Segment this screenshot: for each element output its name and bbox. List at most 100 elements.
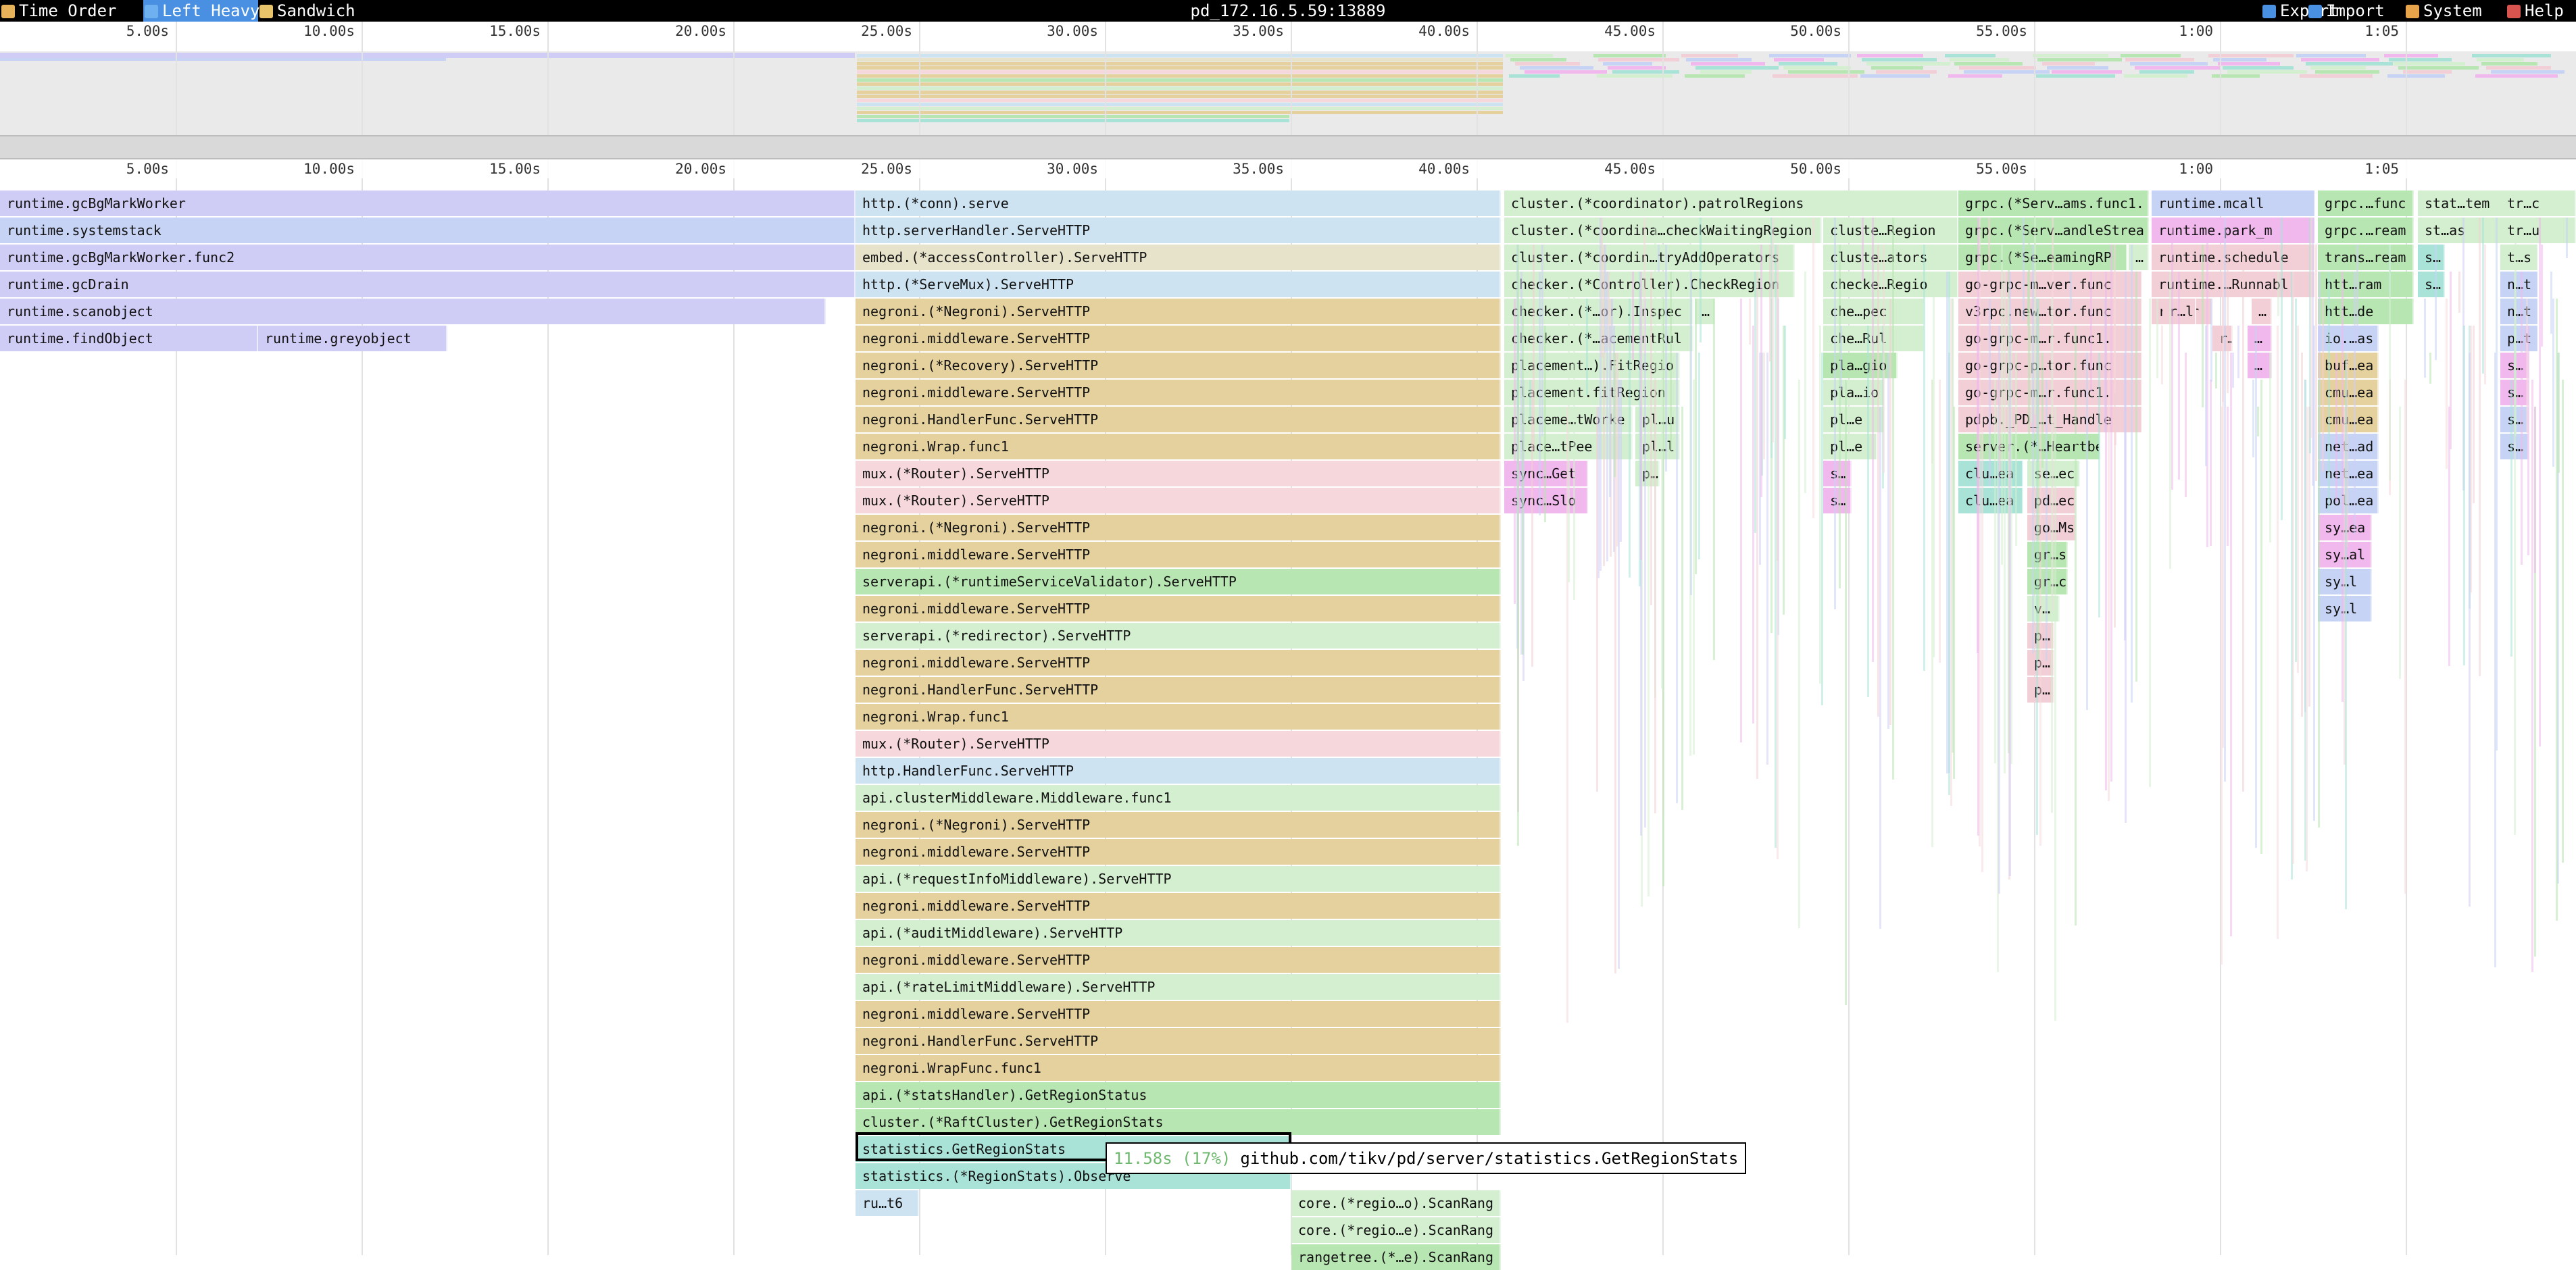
flame-frame-sliver[interactable] xyxy=(2041,353,2044,468)
flame-frame[interactable]: clu…ea xyxy=(1958,488,2023,513)
view-left-heavy-button[interactable]: Left Heavy xyxy=(143,0,260,22)
flame-frame-sliver[interactable] xyxy=(2556,299,2558,921)
flame-frame-sliver[interactable] xyxy=(1618,380,1620,969)
flame-frame[interactable]: negroni.middleware.ServeHTTP xyxy=(856,947,1501,973)
flame-frame-sliver[interactable] xyxy=(2210,380,2212,546)
flame-frame-sliver[interactable] xyxy=(2277,326,2279,939)
flame-frame[interactable]: api.clusterMiddleware.Middleware.func1 xyxy=(856,785,1501,811)
flame-frame-sliver[interactable] xyxy=(2310,218,2312,438)
flame-frame-sliver[interactable] xyxy=(1877,245,1879,717)
flame-frame[interactable]: negroni.middleware.ServeHTTP xyxy=(856,542,1501,567)
flame-frame-sliver[interactable] xyxy=(1614,353,1616,973)
flame-frame[interactable]: net…ad xyxy=(2318,434,2379,459)
flame-frame[interactable]: runtime.greyobject xyxy=(258,326,447,351)
flame-frame-sliver[interactable] xyxy=(1616,353,1618,547)
flame-frame-sliver[interactable] xyxy=(2255,326,2257,848)
flame-frame-sliver[interactable] xyxy=(1952,299,1954,753)
flame-frame[interactable]: pl…e xyxy=(1823,407,1884,432)
flame-frame[interactable]: checker.(*Controller).CheckRegion xyxy=(1504,272,1795,297)
flame-frame-sliver[interactable] xyxy=(1650,272,1652,605)
flame-frame-sliver[interactable] xyxy=(1763,353,1765,459)
flame-frame[interactable]: s… xyxy=(2418,272,2445,297)
flame-frame-sliver[interactable] xyxy=(2075,326,2077,925)
flame-frame-sliver[interactable] xyxy=(1839,245,1841,588)
flame-frame-sliver[interactable] xyxy=(2304,380,2306,861)
flame-frame-sliver[interactable] xyxy=(1766,353,1768,765)
flame-frame[interactable]: negroni.(*Recovery).ServeHTTP xyxy=(856,353,1501,378)
flame-frame-sliver[interactable] xyxy=(2450,272,2452,449)
flame-frame-sliver[interactable] xyxy=(1568,272,1570,582)
flame-frame-sliver[interactable] xyxy=(1586,299,1588,395)
flame-frame[interactable]: io.…as xyxy=(2318,326,2379,351)
flame-frame-sliver[interactable] xyxy=(2252,380,2254,457)
flame-frame-sliver[interactable] xyxy=(1770,299,1773,633)
flame-frame-sliver[interactable] xyxy=(2027,272,2029,326)
flame-frame-sliver[interactable] xyxy=(1821,353,1823,705)
flame-frame[interactable]: tr…u xyxy=(2500,218,2576,243)
flame-frame[interactable]: grpc.(*Se…eamingRP xyxy=(1958,245,2127,270)
flame-frame-sliver[interactable] xyxy=(1670,272,1672,451)
flame-frame-sliver[interactable] xyxy=(2070,272,2072,311)
flame-frame-sliver[interactable] xyxy=(2206,218,2208,547)
flame-frame-sliver[interactable] xyxy=(2342,272,2344,702)
flame-frame[interactable]: gr…s xyxy=(2027,542,2068,567)
flame-frame[interactable]: … xyxy=(2252,299,2272,324)
flame-frame-sliver[interactable] xyxy=(2446,299,2448,469)
flame-frame-sliver[interactable] xyxy=(2125,272,2127,823)
flame-frame[interactable]: ru…t6 xyxy=(856,1190,919,1216)
flame-frame-sliver[interactable] xyxy=(1981,407,1983,872)
flame-frame-sliver[interactable] xyxy=(1596,407,1598,792)
flame-frame[interactable]: negroni.middleware.ServeHTTP xyxy=(856,650,1501,676)
flame-frame-sliver[interactable] xyxy=(1654,380,1656,813)
flame-frame-sliver[interactable] xyxy=(1608,272,1610,348)
view-sandwich-button[interactable]: Sandwich xyxy=(258,0,373,22)
flame-frame-sliver[interactable] xyxy=(1614,353,1616,477)
flame-frame[interactable]: http.(*conn).serve xyxy=(856,190,1501,216)
flame-frame-sliver[interactable] xyxy=(2424,299,2426,378)
flame-frame-sliver[interactable] xyxy=(1872,218,1874,662)
flame-frame-sliver[interactable] xyxy=(2354,272,2356,534)
flame-frame-sliver[interactable] xyxy=(1923,245,1925,671)
flame-frame[interactable]: cmu…ea xyxy=(2318,380,2379,405)
flame-frame-sliver[interactable] xyxy=(2034,218,2036,414)
flame-frame-sliver[interactable] xyxy=(2309,218,2311,453)
flame-frame-sliver[interactable] xyxy=(1953,407,1955,779)
flame-frame-sliver[interactable] xyxy=(1662,299,1664,886)
flame-frame-sliver[interactable] xyxy=(2531,380,2533,972)
flame-frame-sliver[interactable] xyxy=(2230,353,2232,936)
flame-frame-sliver[interactable] xyxy=(1661,272,1663,688)
flame-frame[interactable]: st…as xyxy=(2418,218,2506,243)
flame-frame-sliver[interactable] xyxy=(1994,380,1996,763)
flame-frame[interactable]: grpc.…ream xyxy=(2318,218,2414,243)
flame-frame-sliver[interactable] xyxy=(2108,353,2110,801)
flame-frame-sliver[interactable] xyxy=(2098,353,2100,617)
flame-frame-sliver[interactable] xyxy=(2521,272,2523,565)
flame-frame-sliver[interactable] xyxy=(2515,218,2517,436)
flame-frame[interactable]: placement…).FitRegio xyxy=(1504,353,1680,378)
flame-frame[interactable]: cluste…ators xyxy=(1823,245,1958,270)
flame-frame-sliver[interactable] xyxy=(1889,299,1891,725)
flame-frame-sliver[interactable] xyxy=(2496,218,2498,751)
flame-frame-sliver[interactable] xyxy=(2281,218,2283,520)
flame-frame[interactable]: negroni.middleware.ServeHTTP xyxy=(856,380,1501,405)
flame-frame-sliver[interactable] xyxy=(1640,272,1642,560)
help-button[interactable]: Help xyxy=(2506,0,2576,22)
flame-frame-sliver[interactable] xyxy=(2260,380,2262,854)
flame-frame-sliver[interactable] xyxy=(2051,299,2053,813)
flame-frame-sliver[interactable] xyxy=(2458,272,2460,313)
flame-frame-sliver[interactable] xyxy=(2514,272,2516,835)
flame-frame-sliver[interactable] xyxy=(2010,326,2012,764)
flame-frame[interactable]: grpc.(*Serv…andleStrea xyxy=(1958,218,2149,243)
flame-frame-sliver[interactable] xyxy=(2131,245,2133,703)
flame-frame-sliver[interactable] xyxy=(1603,245,1605,566)
flame-frame-sliver[interactable] xyxy=(1979,218,1981,846)
flame-frame-sliver[interactable] xyxy=(1693,380,1695,755)
flame-frame-sliver[interactable] xyxy=(1775,245,1777,848)
flame-frame[interactable]: negroni.middleware.ServeHTTP xyxy=(856,326,1501,351)
flame-frame-sliver[interactable] xyxy=(2105,272,2107,790)
flame-frame[interactable]: rangetree.(*…e).ScanRang xyxy=(1291,1244,1501,1270)
flame-frame[interactable]: serverapi.(*redirector).ServeHTTP xyxy=(856,623,1501,649)
flame-frame-sliver[interactable] xyxy=(2269,353,2271,542)
flame-frame-sliver[interactable] xyxy=(2202,245,2204,407)
flame-frame-sliver[interactable] xyxy=(2557,353,2559,884)
